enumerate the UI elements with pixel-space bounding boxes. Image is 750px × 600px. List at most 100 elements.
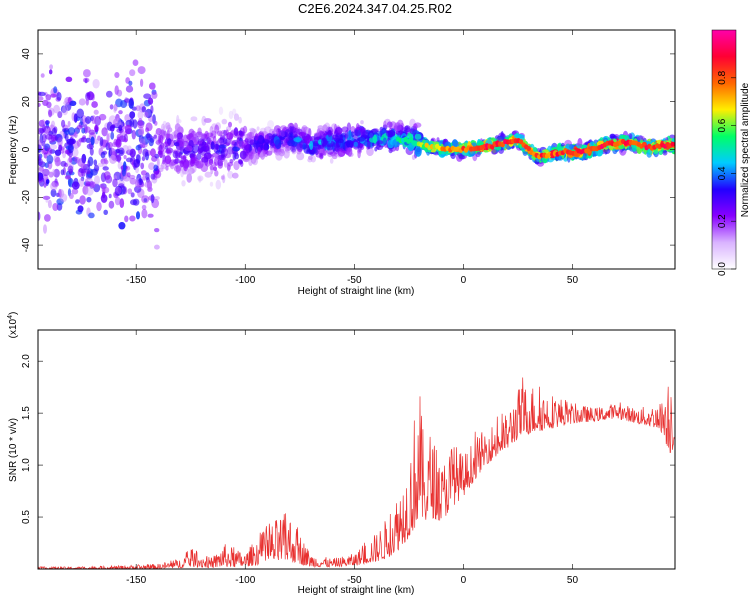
spectrogram-cell	[332, 154, 338, 160]
spectrogram-cell	[387, 130, 396, 137]
spectrogram-cell	[150, 148, 156, 157]
spectrogram-cell	[159, 134, 164, 144]
spectrogram-cell	[372, 134, 378, 144]
spectrogram-cell	[233, 113, 240, 121]
spectrogram-cell	[145, 172, 150, 181]
spectrogram-cell	[348, 129, 352, 139]
spectrogram-cell	[310, 155, 316, 163]
spectrogram-cell	[208, 137, 212, 144]
spectrogram-cell	[383, 120, 387, 130]
spectrogram-cell	[284, 144, 290, 152]
spectrogram-cell	[67, 120, 71, 128]
spectrogram-cell	[76, 139, 82, 147]
spectrogram-cell	[73, 132, 77, 138]
spectrogram-cell	[198, 143, 204, 153]
spectrogram-cell	[190, 116, 198, 122]
spectrogram-cell	[319, 152, 324, 160]
spectrogram-cell	[183, 161, 189, 172]
spectrogram-cell	[46, 154, 54, 164]
spectrogram-cell	[232, 108, 237, 116]
spectrogram-cell	[123, 161, 127, 172]
spectrogram-cell	[283, 149, 290, 159]
spectrogram-cell	[215, 179, 222, 190]
spectrogram-cell	[359, 143, 365, 151]
spectrogram-cell	[203, 118, 212, 123]
spectrogram-cell	[169, 161, 175, 170]
spectrogram-cell	[334, 127, 343, 135]
spectrogram-cell	[164, 149, 172, 154]
spectrogram-cell	[38, 166, 43, 175]
spectrogram-cell	[256, 126, 260, 131]
spectrogram-cell	[40, 73, 45, 78]
spectrogram-cell	[164, 155, 172, 165]
spectrogram-cell	[135, 144, 141, 151]
spectrogram-cell	[248, 158, 253, 166]
spectrogram-cell	[327, 129, 332, 138]
spectrogram-cell	[234, 152, 240, 160]
spectrogram-cell	[249, 127, 255, 132]
spectrogram-cell	[337, 138, 345, 144]
spectrogram-cell	[135, 129, 143, 138]
spectrogram-cell	[137, 120, 145, 129]
spectrogram-cell	[211, 152, 220, 158]
spectrogram-cell	[93, 138, 99, 145]
spectrogram-cell	[71, 188, 79, 195]
spectrogram-cell	[49, 64, 53, 70]
spectrogram-cell	[50, 188, 57, 198]
spectrogram-cell	[141, 204, 147, 210]
spectrogram-cell	[141, 106, 146, 113]
spectrogram-cell	[306, 133, 311, 140]
spectrogram-cell	[274, 139, 282, 150]
spectrogram-cell	[119, 198, 125, 209]
spectrogram-cell	[367, 139, 371, 150]
spectrogram-cell	[216, 139, 221, 144]
spectrogram-cell	[133, 158, 141, 168]
spectrogram-cell	[115, 138, 122, 148]
spectrogram-cell	[248, 151, 254, 160]
spectrogram-cell	[329, 158, 334, 164]
spectrogram-cell	[189, 164, 197, 174]
spectrogram-heatmap	[38, 59, 675, 250]
spectrogram-cell	[154, 153, 160, 159]
spectrogram-cell	[77, 205, 84, 213]
spectrogram-cell	[85, 137, 91, 143]
spectrogram-cell	[190, 116, 198, 122]
spectrogram-cell	[128, 174, 136, 180]
spectrogram-cell	[249, 139, 255, 146]
spectrogram-cell	[48, 109, 53, 118]
spectrogram-cell	[117, 119, 125, 128]
spectrogram-cell	[129, 148, 136, 158]
spectrogram-cell	[168, 127, 173, 133]
spectrogram-cell	[176, 132, 184, 140]
spectrogram-cell	[135, 166, 139, 174]
spectrogram-cell	[64, 175, 71, 180]
spectrogram-cell	[404, 125, 411, 133]
spectrogram-cell	[302, 144, 306, 150]
spectrogram-cell	[153, 164, 159, 172]
spectrogram-cell	[184, 145, 193, 152]
spectrogram-cell	[129, 69, 136, 77]
spectrogram-cell	[233, 127, 239, 136]
spectrogram-cell	[93, 109, 99, 115]
spectrogram-cell	[38, 139, 43, 149]
spectrogram-cell	[228, 140, 236, 145]
spectrogram-cell	[86, 196, 92, 203]
spectrogram-cell	[214, 124, 220, 134]
spectrogram-cell	[154, 228, 160, 233]
spectrogram-cell	[279, 130, 286, 138]
spectrogram-cell	[233, 113, 240, 121]
spectrogram-cell	[108, 200, 115, 209]
spectrogram-cell	[130, 192, 135, 198]
spectrogram-cell	[57, 137, 63, 147]
spectrogram-cell	[60, 160, 67, 167]
spectrogram-cell	[137, 66, 146, 75]
spectrogram-cell	[307, 157, 313, 163]
svg-text:(x104): (x104)	[7, 312, 19, 339]
spectrogram-cell	[53, 168, 60, 178]
spectrogram-cell	[107, 141, 113, 150]
spectrogram-cell	[38, 172, 44, 181]
spectrogram-cell	[186, 173, 192, 183]
spectrogram-cell	[175, 124, 182, 134]
spectrogram-cell	[141, 208, 148, 219]
spectrogram-cell	[260, 150, 266, 160]
